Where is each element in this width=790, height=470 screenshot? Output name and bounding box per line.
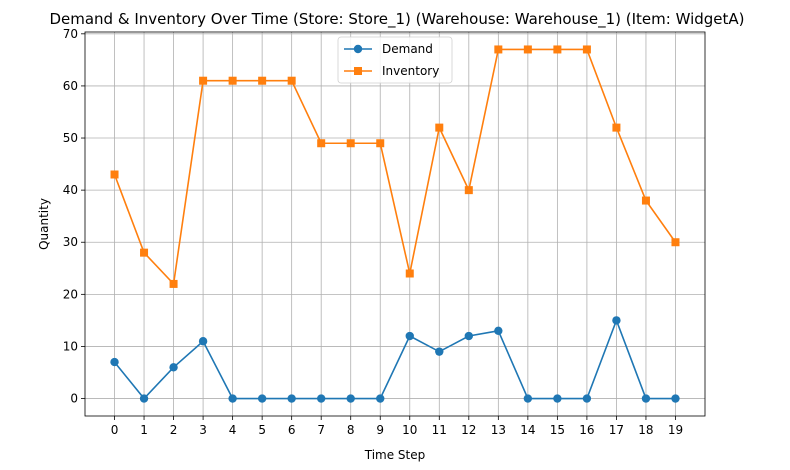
demand-point xyxy=(316,394,326,403)
demand-point xyxy=(169,363,178,372)
x-tick-label: 16 xyxy=(579,423,594,437)
inventory-point xyxy=(169,279,178,288)
inventory-point xyxy=(258,76,267,85)
x-axis-ticks: 0 1 2 3 4 5 6 7 8 9 10 11 12 13 14 15 16 17 18 19 xyxy=(111,416,683,437)
y-tick-label: 50 xyxy=(63,131,78,145)
inventory-point xyxy=(376,139,385,148)
x-tick-label: 5 xyxy=(258,423,266,437)
inventory-point xyxy=(523,45,532,54)
plot-series xyxy=(110,45,680,403)
x-tick-label: 14 xyxy=(520,423,535,437)
demand-point xyxy=(287,394,296,403)
x-tick-label: 1 xyxy=(140,423,148,437)
y-tick-label: 30 xyxy=(63,235,78,249)
demand-line xyxy=(113,318,676,400)
x-tick-label: 6 xyxy=(288,423,296,437)
demand-point xyxy=(523,394,533,403)
x-tick-label: 11 xyxy=(432,423,447,437)
inventory-point xyxy=(582,45,591,54)
demand-point xyxy=(257,394,267,403)
plot-frame xyxy=(84,31,706,417)
legend-item-inventory: Inventory xyxy=(344,64,439,78)
x-axis-label: Time Step xyxy=(364,448,426,462)
demand-point xyxy=(494,326,503,336)
demand-point xyxy=(553,394,562,403)
demand-point xyxy=(228,394,237,403)
grid-lines xyxy=(85,32,705,416)
inventory-point xyxy=(110,170,119,179)
demand-point xyxy=(641,394,651,403)
demand-point xyxy=(405,331,414,341)
y-tick-label: 60 xyxy=(63,79,78,93)
y-tick-label: 40 xyxy=(63,183,78,197)
inventory-point xyxy=(464,186,473,195)
inventory-point xyxy=(494,45,503,54)
x-tick-label: 2 xyxy=(170,423,178,437)
inventory-point xyxy=(671,238,680,247)
x-tick-label: 3 xyxy=(199,423,207,437)
inventory-point xyxy=(317,139,326,148)
inventory-point xyxy=(287,76,296,85)
inventory-point xyxy=(553,45,562,54)
inventory-point xyxy=(612,123,621,132)
y-tick-label: 20 xyxy=(63,287,78,301)
y-tick-label: 70 xyxy=(63,27,78,41)
x-tick-label: 12 xyxy=(461,423,476,437)
inventory-point xyxy=(228,76,237,85)
x-tick-label: 17 xyxy=(609,423,624,437)
demand-point xyxy=(464,331,474,341)
inventory-point xyxy=(641,196,650,205)
y-tick-label: 0 xyxy=(70,392,78,406)
series-inventory xyxy=(110,45,680,288)
inventory-line xyxy=(113,48,677,286)
x-tick-label: 15 xyxy=(550,423,565,437)
x-tick-label: 10 xyxy=(402,423,417,437)
y-axis-ticks: 0 10 20 30 40 50 60 70 xyxy=(63,27,85,406)
demand-point xyxy=(435,347,444,356)
x-tick-label: 13 xyxy=(491,423,506,437)
y-tick-label: 10 xyxy=(63,339,78,353)
series-demand xyxy=(110,316,680,403)
demand-point xyxy=(110,357,119,367)
inventory-point xyxy=(405,269,414,278)
inventory-point xyxy=(199,76,208,85)
chart-title: Demand & Inventory Over Time (Store: Sto… xyxy=(49,10,744,29)
demand-point xyxy=(346,394,355,403)
inventory-point xyxy=(346,139,355,148)
demand-point xyxy=(198,337,208,346)
legend-label: Demand xyxy=(382,42,433,56)
legend-item-demand: Demand xyxy=(344,42,433,56)
demand-point xyxy=(612,316,621,325)
legend-swatch-marker xyxy=(353,44,363,54)
x-tick-label: 0 xyxy=(111,423,119,437)
legend-swatch-marker xyxy=(354,67,362,75)
x-tick-label: 8 xyxy=(347,423,355,437)
demand-point xyxy=(139,394,149,403)
x-tick-label: 7 xyxy=(317,423,325,437)
x-tick-label: 4 xyxy=(229,423,237,437)
x-tick-label: 9 xyxy=(376,423,384,437)
x-tick-label: 19 xyxy=(668,423,683,437)
legend-label: Inventory xyxy=(382,64,439,78)
legend: Demand Inventory xyxy=(337,36,453,84)
inventory-point xyxy=(140,248,149,257)
demand-point xyxy=(376,394,385,403)
y-axis-label: Quantity xyxy=(37,198,51,250)
inventory-point xyxy=(435,123,444,132)
x-tick-label: 18 xyxy=(638,423,653,437)
demand-point xyxy=(582,394,592,403)
demand-point xyxy=(671,394,680,403)
